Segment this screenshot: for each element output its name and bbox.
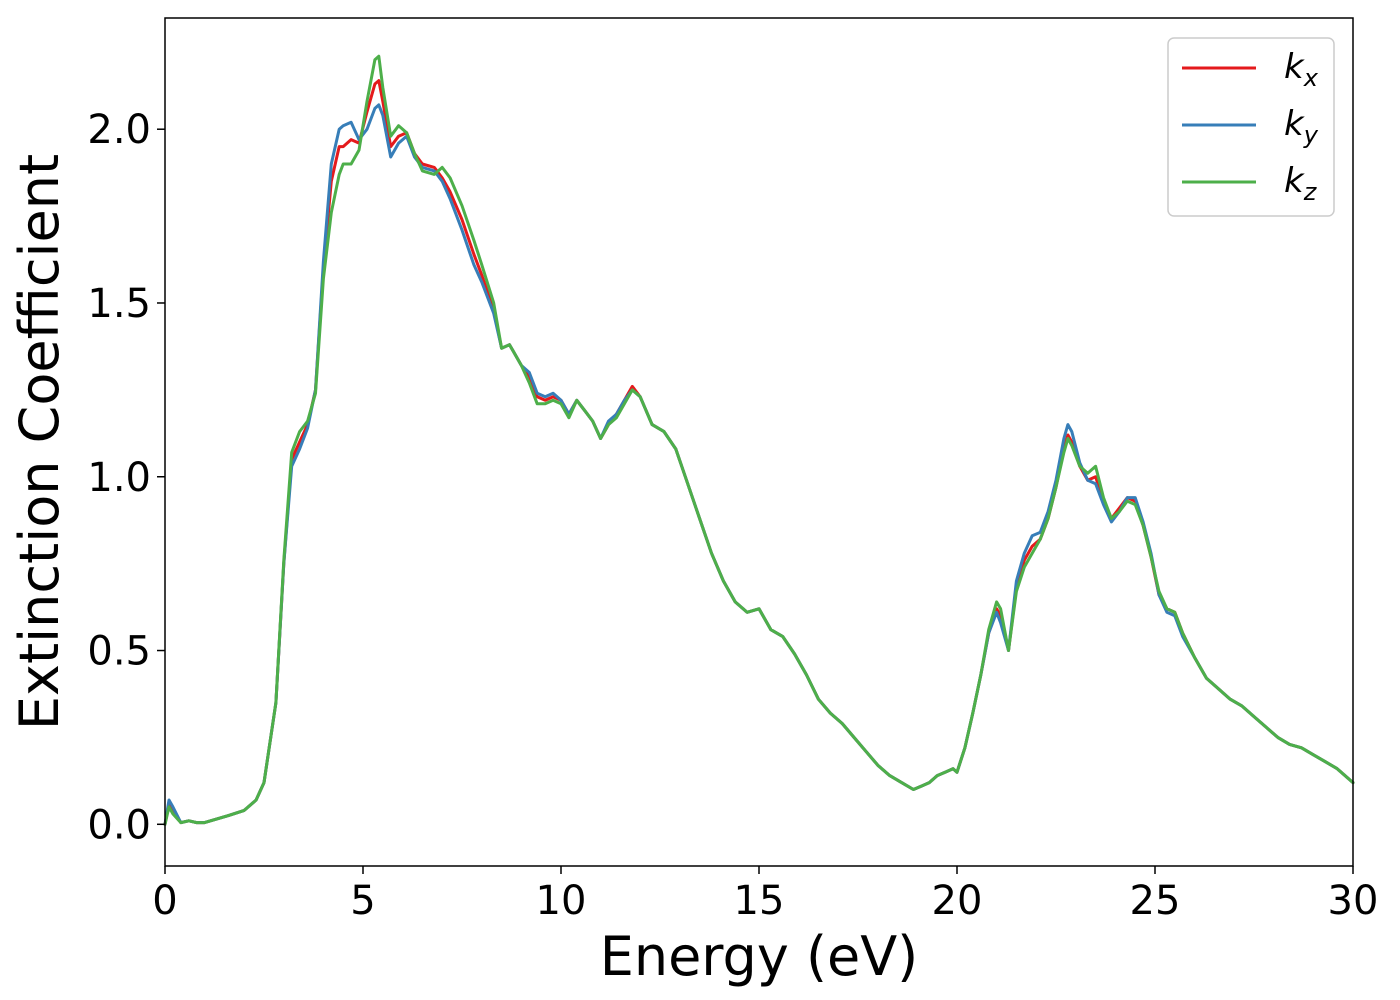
legend-label-ky: ky [1284, 104, 1319, 149]
y-axis-ticks: 0.0 0.5 1.0 1.5 2.0 [87, 107, 165, 848]
x-axis-ticks: 0 5 10 15 20 25 30 [152, 866, 1378, 924]
x-tick-label: 20 [932, 878, 983, 924]
x-tick-label: 10 [536, 878, 587, 924]
x-tick-label: 0 [152, 878, 177, 924]
x-tick-label: 15 [734, 878, 785, 924]
y-tick-label: 1.0 [87, 455, 151, 501]
x-tick-label: 25 [1130, 878, 1181, 924]
legend-label-kz: kz [1284, 161, 1318, 206]
legend-box [1167, 37, 1335, 217]
series-group [163, 54, 1355, 826]
y-tick-label: 1.5 [87, 281, 151, 327]
series-line-kz [163, 54, 1355, 826]
x-tick-label: 5 [350, 878, 375, 924]
x-tick-label: 30 [1328, 878, 1379, 924]
y-axis-label: Extinction Coefficient [8, 154, 71, 730]
y-tick-label: 2.0 [87, 107, 151, 153]
y-tick-label: 0.0 [87, 802, 151, 848]
legend-label-kx: kx [1284, 47, 1319, 92]
plot-background [165, 18, 1353, 866]
y-tick-label: 0.5 [87, 629, 151, 675]
legend: kx ky kz [1167, 37, 1335, 217]
x-axis-label: Energy (eV) [600, 925, 919, 988]
